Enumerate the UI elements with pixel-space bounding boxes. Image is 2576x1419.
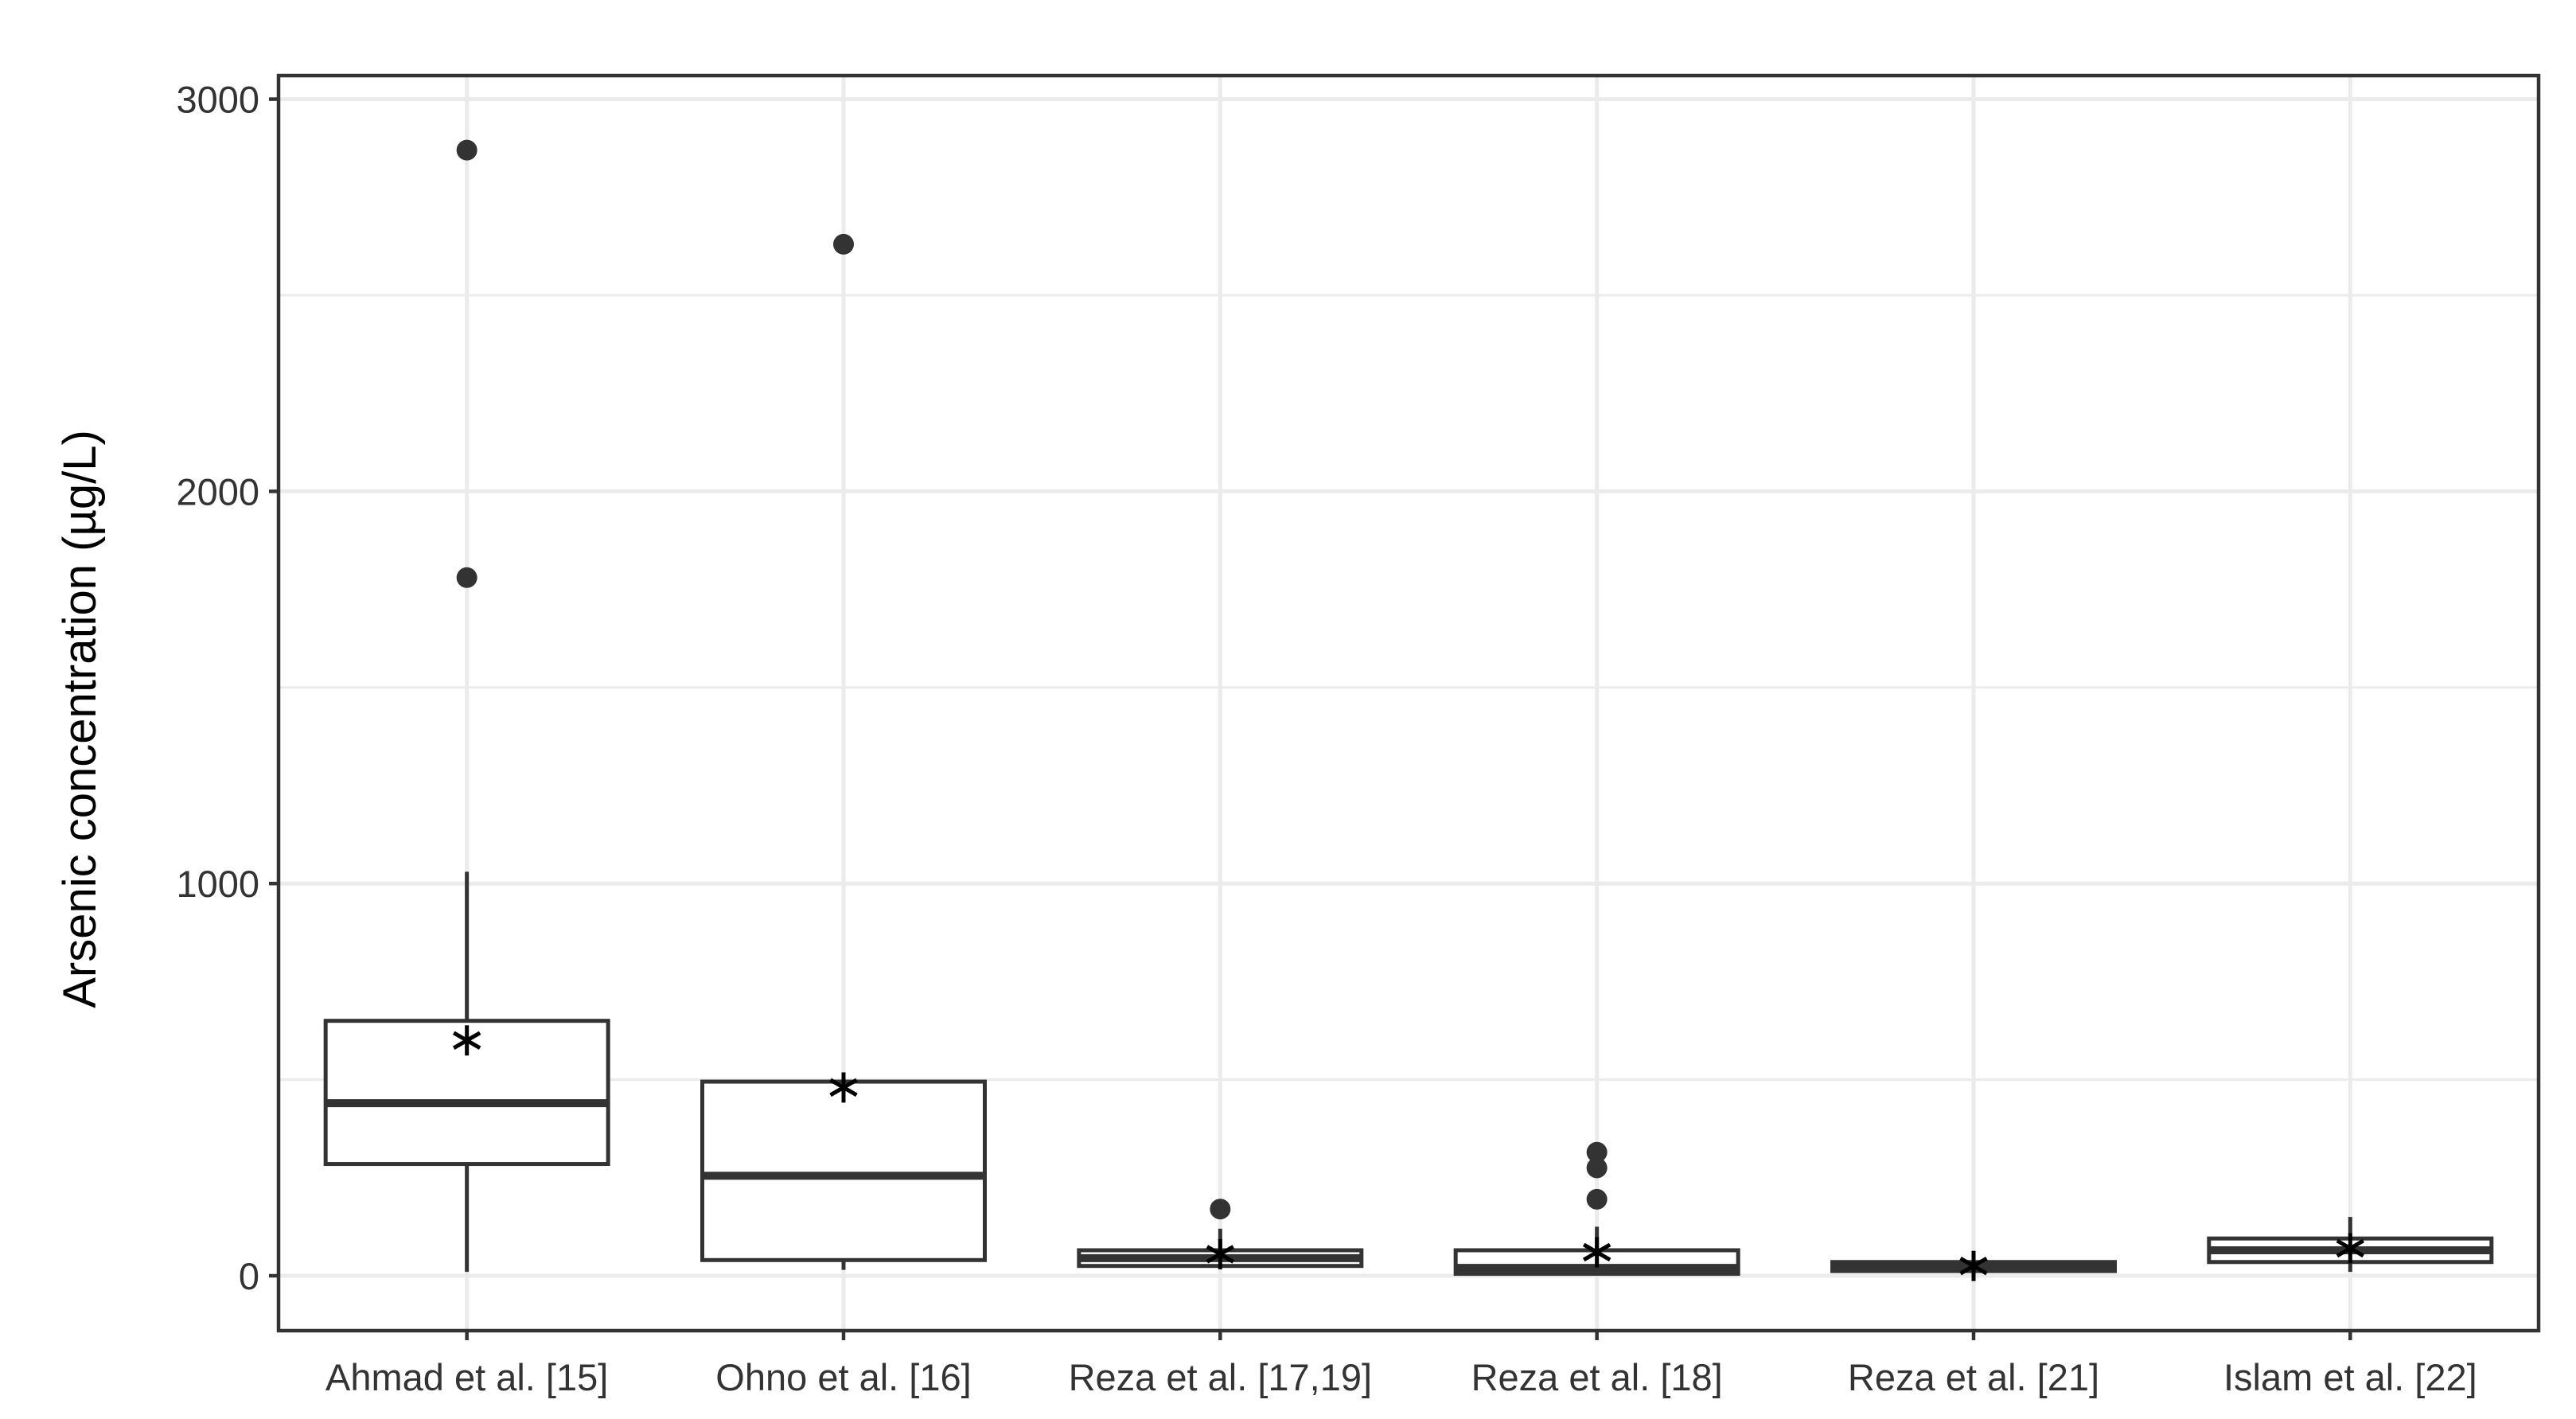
box-1 [323,139,610,1273]
mean-marker-stroke [452,1031,481,1050]
box-2 [700,233,987,1270]
y-tick-label: 0 [239,1255,259,1297]
outlier-point [1586,1141,1608,1163]
mean-marker-stroke [2336,1238,2365,1258]
mean-marker [829,1072,858,1103]
mean-marker-stroke [829,1078,858,1097]
mean-marker-stroke [1582,1242,1611,1262]
y-axis-title: Arsenic concentration (µg/L) [54,430,106,1008]
y-tick-label: 2000 [176,470,259,513]
outlier-point [456,567,477,588]
y-tick-label: 1000 [176,863,259,905]
box-body [700,1079,987,1262]
x-axis: Ahmad et al. [15] Ohno et al. [16] Reza et… [325,1331,2477,1398]
outlier-point [456,139,477,161]
x-tick-label: Ahmad et al. [15] [325,1356,608,1398]
panel-border [276,73,2541,1333]
y-tick-label: 3000 [176,79,259,121]
box-6 [2207,1217,2494,1273]
mean-marker [1582,1237,1611,1268]
outlier-point [1210,1199,1231,1220]
box-series [323,139,2494,1281]
mean-marker [452,1025,481,1056]
mean-marker [1959,1250,1988,1281]
x-tick-label: Reza et al. [21] [1848,1356,2099,1398]
outlier-point [833,233,854,255]
mean-marker-stroke [1206,1245,1235,1264]
mean-marker [1206,1238,1235,1269]
y-axis: 0 1000 2000 3000 [176,79,279,1297]
x-tick-label: Islam et al. [22] [2223,1356,2477,1398]
box-3 [1077,1199,1364,1269]
outlier-point [1586,1188,1608,1210]
mean-marker-stroke [1959,1257,1988,1276]
mean-marker [2336,1233,2365,1264]
x-tick-label: Reza et al. [18] [1471,1356,1723,1398]
x-tick-label: Ohno et al. [16] [715,1356,971,1398]
grid-lines [279,76,2539,1331]
outlier-point [1586,1157,1608,1179]
box-5 [1830,1250,2117,1281]
box-4 [1453,1141,1740,1277]
x-tick-label: Reza et al. [17,19] [1069,1356,1372,1398]
